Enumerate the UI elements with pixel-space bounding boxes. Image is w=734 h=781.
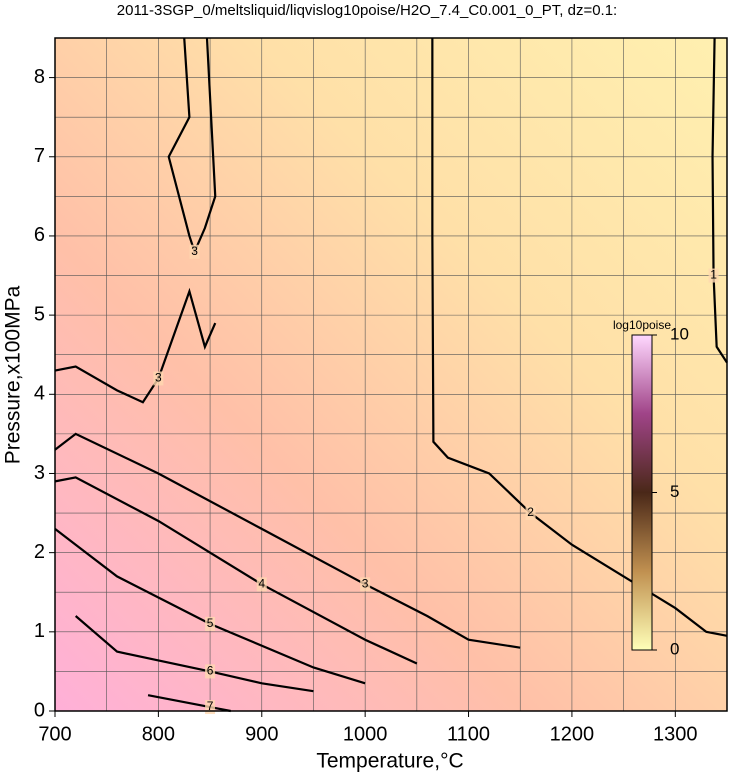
contour-label-bg: [153, 371, 164, 386]
contour-label: 3: [191, 244, 198, 258]
x-tick-label: 1200: [550, 723, 595, 745]
contour-label: 1: [710, 268, 717, 282]
contour-label: 6: [207, 664, 214, 678]
y-tick-label: 3: [34, 462, 45, 484]
y-tick-label: 4: [34, 383, 45, 405]
x-axis-label: Temperature,°C: [316, 750, 463, 773]
colorbar: [631, 334, 653, 651]
colorbar-tick-label: 10: [670, 324, 689, 343]
contour-label-bg: [205, 664, 216, 679]
y-tick-label: 1: [34, 620, 45, 642]
contour-label: 2: [527, 505, 534, 519]
contour-label-bg: [360, 577, 371, 592]
x-tick-label: 800: [142, 723, 175, 745]
x-tick-label: 1100: [447, 723, 490, 745]
contour-line: [54, 287, 217, 404]
colorbar-tick-label: 0: [670, 639, 679, 658]
contour-label: 3: [362, 576, 369, 590]
plot-background: [55, 38, 727, 711]
contour-label: 3: [155, 371, 162, 385]
contour-line: [54, 476, 418, 665]
contour-label: 4: [258, 576, 265, 590]
y-tick-label: 5: [34, 303, 45, 325]
x-tick-label: 700: [38, 723, 71, 745]
contour-label-bg: [205, 616, 216, 631]
y-tick-label: 6: [34, 224, 45, 246]
x-tick-label: 1000: [343, 723, 388, 745]
x-tick-label: 900: [245, 723, 278, 745]
contour-label-bg: [205, 700, 216, 715]
contour-label-bg: [525, 506, 536, 521]
contour-line: [54, 528, 366, 685]
x-tick-label: 1300: [653, 723, 698, 745]
contour-line: [54, 432, 521, 649]
contour-label: 7: [207, 699, 214, 713]
contour-label-bg: [189, 244, 200, 259]
y-tick-label: 8: [34, 66, 45, 88]
contour-label-bg: [708, 268, 719, 283]
colorbar-tick-label: 5: [670, 482, 679, 501]
y-tick-label: 2: [34, 541, 45, 563]
y-tick-label: 7: [34, 145, 45, 167]
y-tick-label: 0: [34, 699, 45, 721]
contour-label: 5: [207, 616, 214, 630]
colorbar-label: log10poise: [613, 318, 671, 332]
plot-frame: [54, 37, 728, 712]
chart-title: 2011-3SGP_0/meltsliquid/liqvislog10poise…: [117, 2, 617, 19]
contour-label-bg: [256, 577, 267, 592]
y-axis-label: Pressure,x100MPa: [2, 285, 25, 464]
